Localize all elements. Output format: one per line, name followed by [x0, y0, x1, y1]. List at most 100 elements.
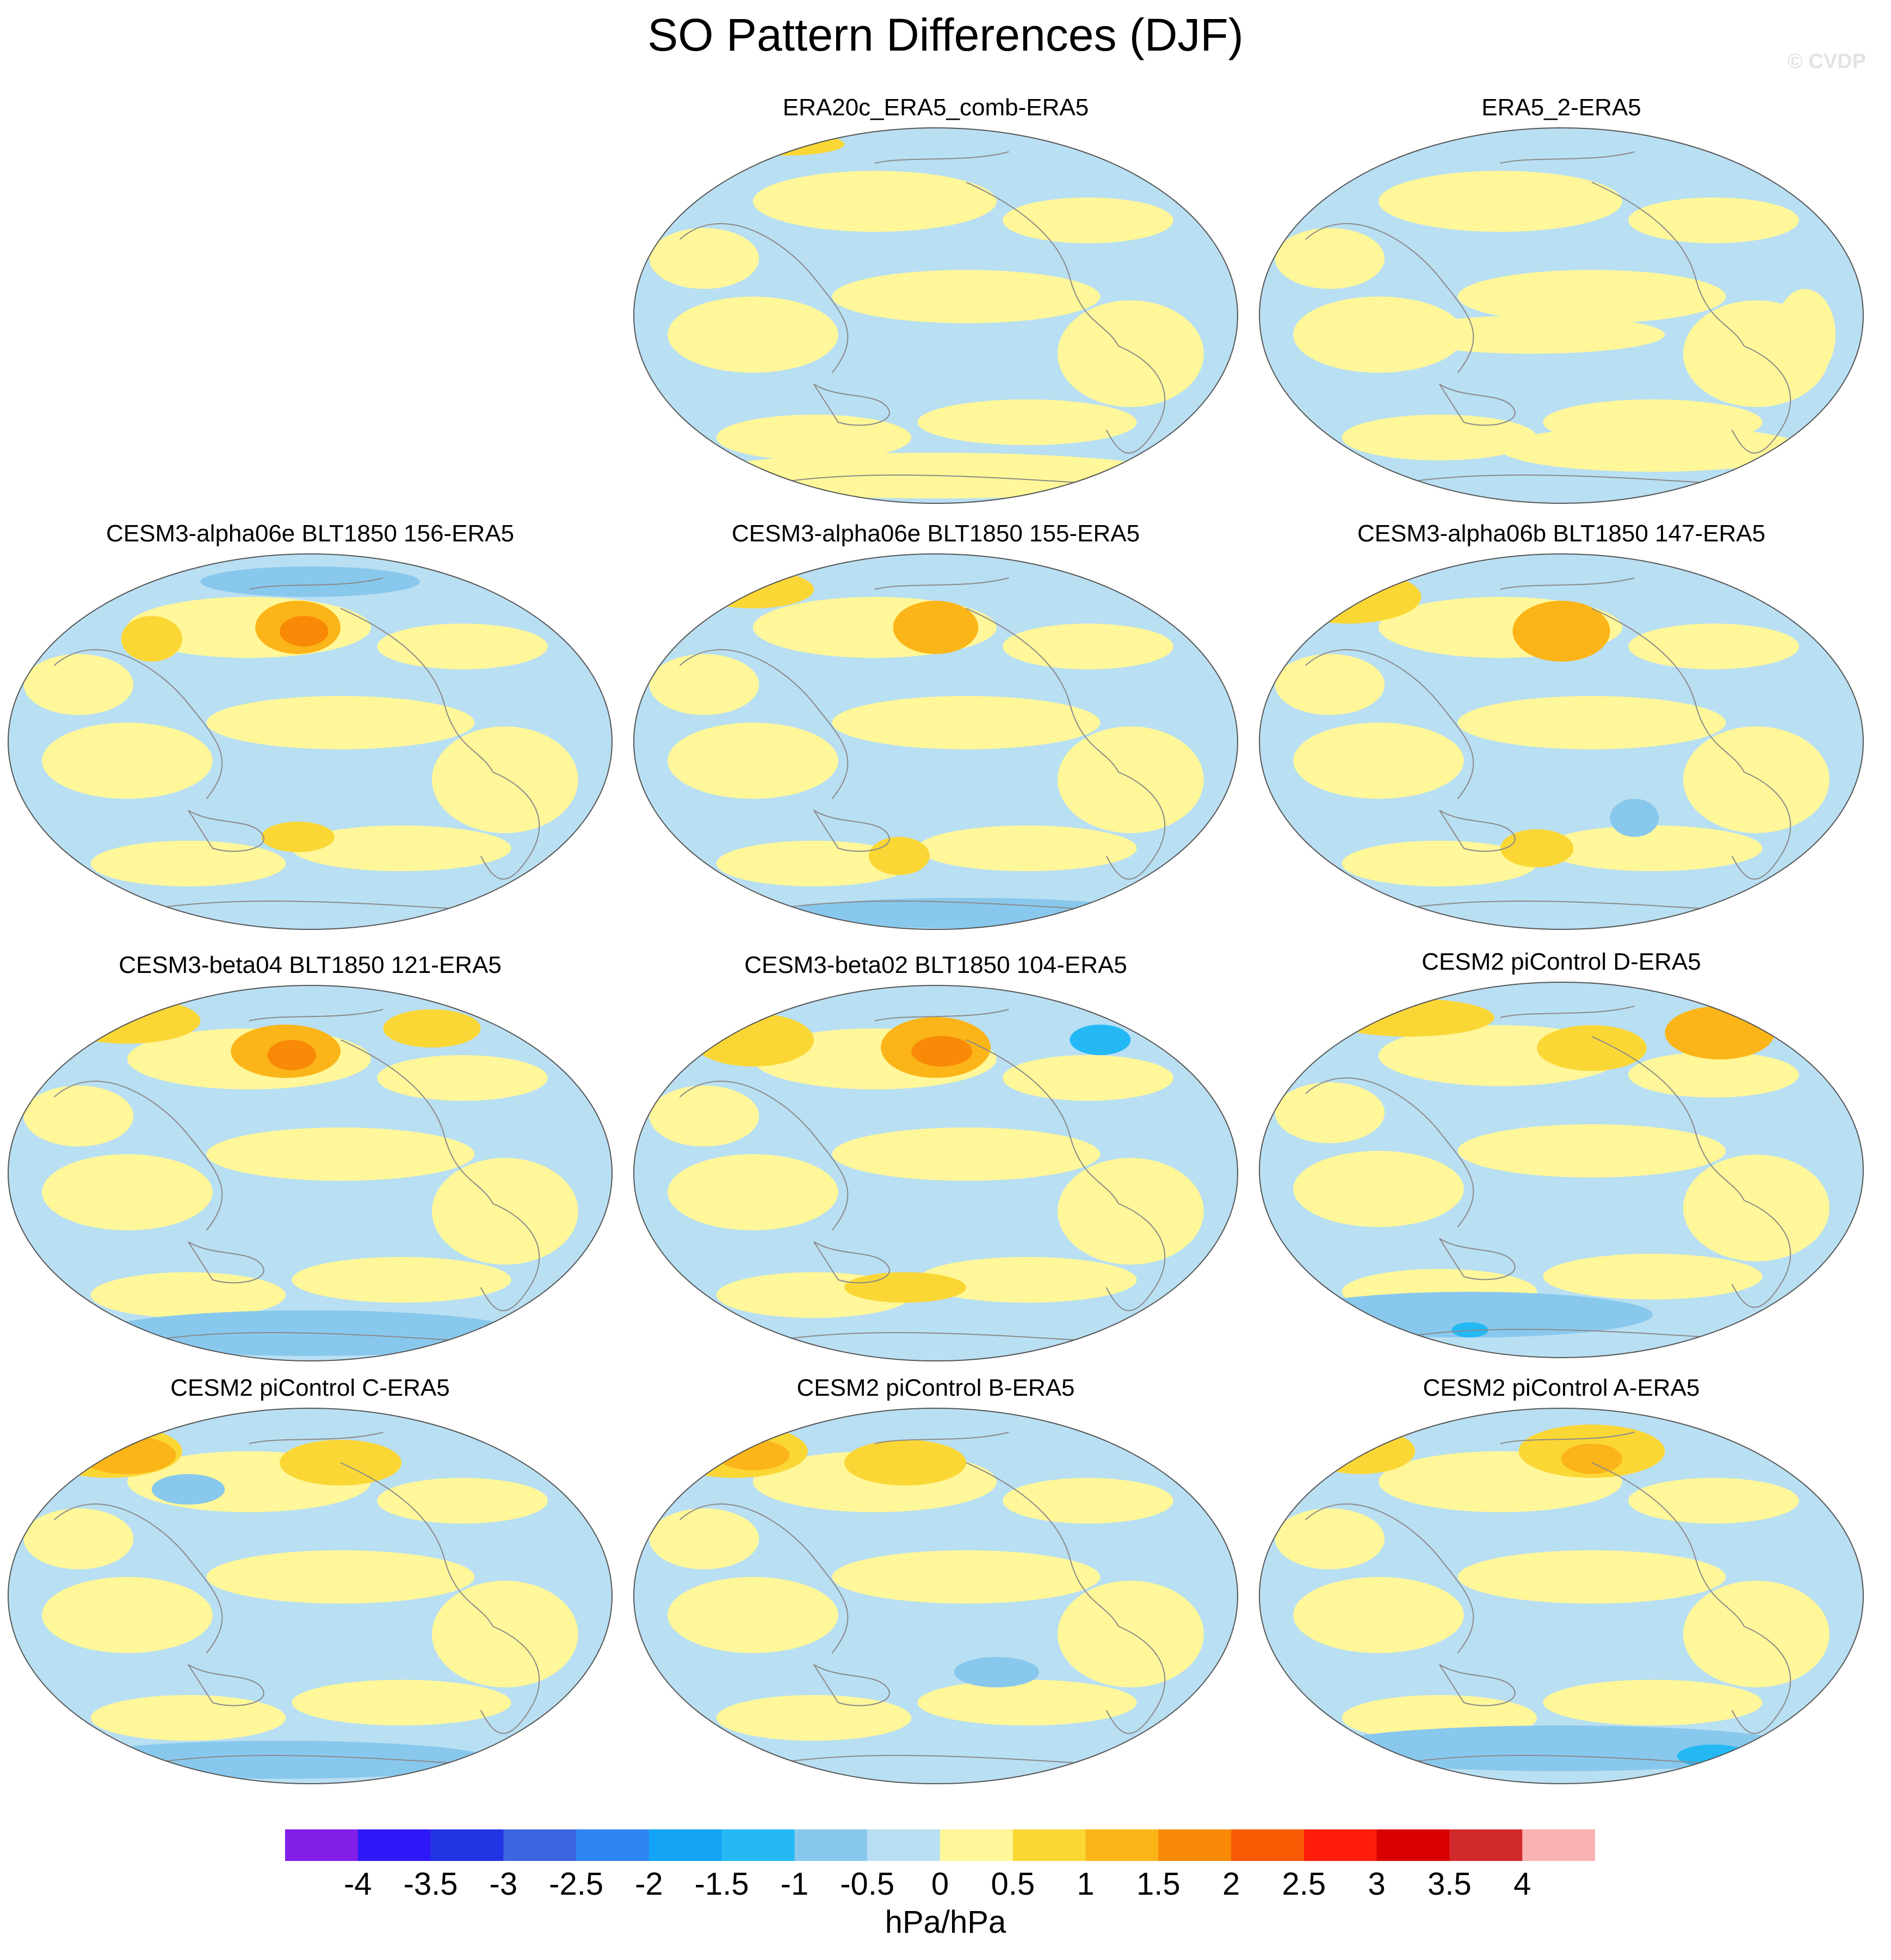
coastline: [679, 1081, 849, 1231]
map-outline: [633, 127, 1238, 504]
contour-region: [1457, 1124, 1726, 1178]
contour-region: [1775, 289, 1836, 380]
contour-region: [668, 723, 838, 799]
contour-region: [261, 822, 335, 852]
coastline: [249, 577, 384, 590]
map-outline: [1259, 982, 1864, 1358]
contour-region: [200, 566, 420, 597]
colorbar-tick-label: 0: [931, 1866, 949, 1902]
contour-region: [90, 1695, 286, 1741]
coastline: [53, 649, 223, 799]
coastline: [813, 810, 890, 852]
colorbar-swatch: [940, 1829, 1014, 1861]
contour-region: [292, 825, 511, 871]
contour-region: [42, 723, 213, 799]
coastline: [874, 1009, 1009, 1021]
coastline: [1439, 1664, 1516, 1706]
contour-region: [1058, 1581, 1204, 1687]
contour-region: [1610, 799, 1659, 837]
contour-region: [1500, 829, 1574, 867]
contour-region: [1106, 144, 1204, 167]
contour-region: [1275, 570, 1422, 624]
colorbar-swatch: [648, 1829, 722, 1861]
contour-region: [23, 1508, 134, 1569]
colorbar-tick-label: 0.5: [991, 1866, 1035, 1902]
contour-region: [716, 415, 912, 460]
colorbar-swatch: [1303, 1829, 1377, 1861]
contour-region: [692, 570, 814, 608]
coastline: [1105, 346, 1166, 454]
coastline: [1731, 1200, 1791, 1308]
colorbar-tick-label: 1: [1077, 1866, 1095, 1902]
contour-region: [753, 171, 997, 232]
contour-region: [649, 1086, 759, 1147]
map-outline: [8, 553, 613, 930]
contour-region: [1665, 1006, 1775, 1059]
contour-region: [1293, 297, 1464, 373]
contour-region: [1275, 228, 1385, 289]
contour-region: [1324, 999, 1494, 1037]
colorbar-tick-label: 4: [1513, 1866, 1531, 1902]
panel-title: CESM3-beta04 BLT1850 121-ERA5: [119, 952, 502, 978]
panel-title: ERA5_2-ERA5: [1481, 94, 1641, 121]
contour-region: [54, 998, 201, 1044]
colorbar-swatch: [867, 1829, 941, 1861]
colorbar-swatch: [1012, 1829, 1086, 1861]
contour-region: [868, 837, 930, 875]
panel-title: CESM2 piControl C-ERA5: [170, 1375, 450, 1401]
contour-region: [432, 1581, 578, 1687]
contour-region: [692, 1013, 814, 1067]
map-outline: [633, 553, 1238, 930]
panel-title: CESM3-beta02 BLT1850 104-ERA5: [744, 952, 1127, 978]
coastline: [1731, 772, 1791, 880]
figure-title: SO Pattern Differences (DJF): [647, 9, 1244, 60]
colorbar-tick-label: -1: [780, 1866, 809, 1902]
contour-region: [206, 1550, 475, 1604]
contour-region: [1003, 198, 1173, 243]
contour-region: [1058, 300, 1204, 407]
coastline: [1500, 1432, 1635, 1444]
contour-region: [432, 726, 578, 833]
contour-region: [1628, 198, 1799, 243]
contour-region: [1683, 1155, 1830, 1261]
coastline: [480, 1203, 540, 1311]
colorbar-tick-label: 2: [1222, 1866, 1240, 1902]
map-svg: [8, 553, 613, 930]
colorbar-tick-label: -4: [343, 1866, 372, 1902]
colorbar-tick-label: -0.5: [840, 1866, 895, 1902]
contour-region: [1543, 825, 1763, 871]
contour-region: [917, 825, 1137, 871]
contour-region: [1500, 426, 1805, 472]
coastline: [874, 577, 1009, 590]
colorbar-labels: -4 -3.5 -3 -2.5 -2 -1.5 -1 -0.5 0 0.5 1 1.5 2 2.5 3 3.5…: [285, 1866, 1595, 1904]
coastline: [813, 384, 890, 426]
contour-region: [1293, 1151, 1464, 1227]
contour-region: [267, 1040, 317, 1070]
contour-region: [716, 1440, 790, 1470]
colorbar-swatch: [1085, 1829, 1159, 1861]
map-svg: [8, 985, 613, 1361]
colorbar-swatch: [285, 1829, 359, 1861]
coastline: [480, 772, 540, 880]
colorbar-tick-label: -3.5: [403, 1866, 458, 1902]
coastline: [1305, 1503, 1474, 1654]
contour-region: [649, 1508, 759, 1569]
coastline: [813, 1241, 890, 1284]
coastline: [1105, 1203, 1166, 1311]
contour-region: [1396, 316, 1665, 354]
coastline: [1591, 1036, 1745, 1201]
colorbar-swatch: [430, 1829, 504, 1861]
map-svg: [1259, 127, 1864, 504]
contour-region: [1058, 1158, 1204, 1265]
map-outline: [633, 985, 1238, 1361]
contour-region: [1537, 1025, 1647, 1071]
map-svg: [8, 1408, 613, 1784]
contour-region: [1293, 723, 1464, 799]
contour-region: [377, 1055, 548, 1101]
panel-title: ERA20c_ERA5_comb-ERA5: [782, 94, 1089, 121]
coastline: [1439, 1238, 1516, 1280]
colorbar-swatch: [721, 1829, 795, 1861]
contour-region: [911, 1036, 973, 1067]
contour-region: [1512, 601, 1610, 662]
map-svg: [633, 1408, 1238, 1784]
